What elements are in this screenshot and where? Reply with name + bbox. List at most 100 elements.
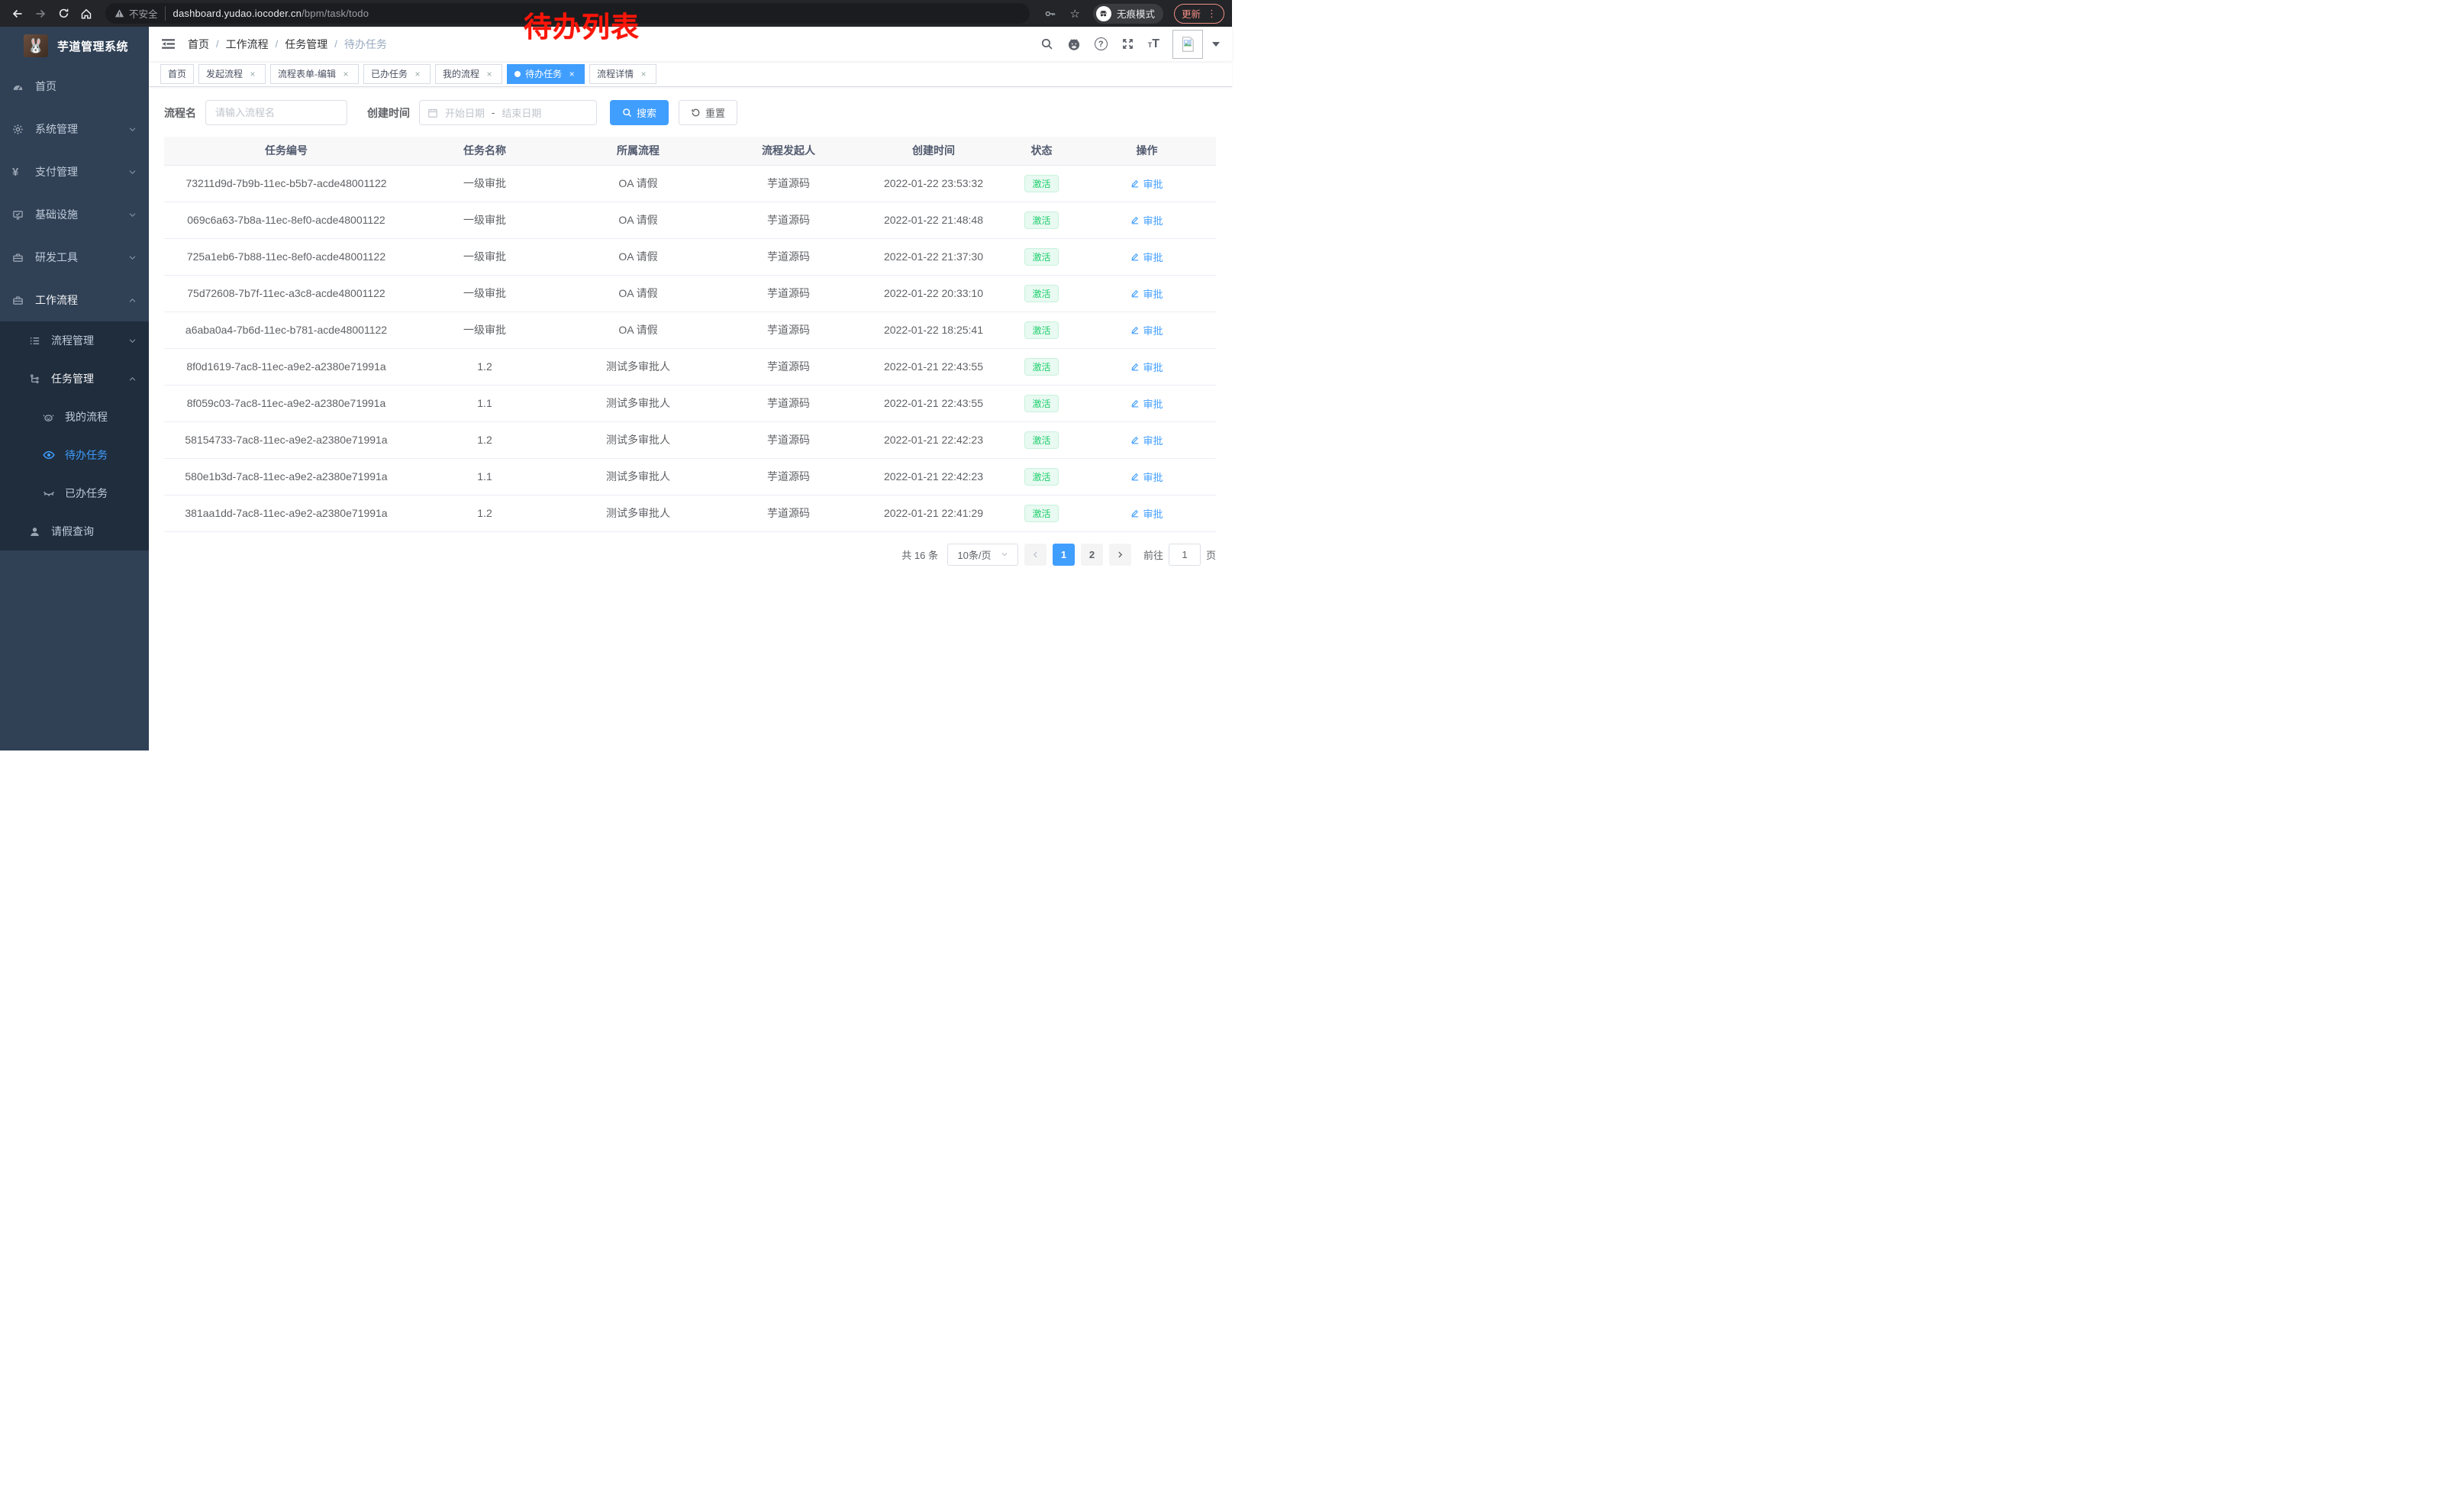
browser-address-bar[interactable]: 不安全 dashboard.yudao.iocoder.cn/bpm/task/… [105, 3, 1030, 24]
sidebar-item-workflow[interactable]: 工作流程 [0, 279, 149, 321]
tab-done-tasks[interactable]: 已办任务 [363, 63, 431, 84]
todo-task-page: 流程名 创建时间 开始日期 - 结束日期 搜索 重置 [149, 87, 1232, 750]
sidebar-item-todo-tasks[interactable]: 待办任务 [0, 436, 149, 474]
approve-button[interactable]: 审批 [1130, 433, 1163, 447]
edit-icon [1131, 399, 1139, 408]
edit-icon [1131, 253, 1139, 261]
sidebar-item-devtools[interactable]: 研发工具 [0, 236, 149, 279]
sidebar-item-payment[interactable]: ¥ 支付管理 [0, 150, 149, 193]
status-badge: 激活 [1024, 211, 1059, 229]
app-logo-row[interactable]: 🐰 芋道管理系统 [0, 27, 149, 65]
page-size-select[interactable]: 10条/页 [947, 543, 1018, 566]
avatar-dropdown-caret-icon[interactable] [1212, 41, 1220, 47]
breadcrumb-workflow[interactable]: 工作流程 [225, 37, 269, 50]
goto-label: 前往 [1143, 549, 1163, 561]
close-icon[interactable] [412, 69, 423, 79]
table-row: 73211d9d-7b9b-11ec-b5b7-acde48001122 一级审批… [164, 165, 1216, 202]
sidebar-item-system[interactable]: 系统管理 [0, 108, 149, 150]
tab-process-detail[interactable]: 流程详情 [589, 63, 657, 84]
tab-todo-tasks[interactable]: 待办任务 [507, 63, 585, 84]
page-button-1[interactable]: 1 [1052, 543, 1075, 566]
close-icon[interactable] [638, 69, 649, 79]
sidebar-item-leave-query[interactable]: 请假查询 [0, 512, 149, 550]
search-button[interactable]: 搜索 [610, 100, 669, 125]
page-button-2[interactable]: 2 [1080, 543, 1103, 566]
status-badge: 激活 [1024, 284, 1059, 302]
goto-page-input[interactable] [1168, 543, 1201, 566]
edit-icon [1131, 363, 1139, 371]
sidebar-item-process-management[interactable]: 流程管理 [0, 321, 149, 360]
sidebar-item-infrastructure[interactable]: 基础设施 [0, 193, 149, 236]
browser-forward-button[interactable] [31, 4, 50, 24]
sidebar-item-task-management[interactable]: 任务管理 [0, 360, 149, 398]
breadcrumb-home[interactable]: 首页 [188, 37, 209, 50]
date-range-picker[interactable]: 开始日期 - 结束日期 [419, 100, 597, 125]
table-row: 75d72608-7b7f-11ec-a3c8-acde48001122 一级审批… [164, 275, 1216, 312]
font-size-icon[interactable] [1148, 38, 1159, 50]
key-icon[interactable] [1044, 8, 1056, 20]
tab-process-form-edit[interactable]: 流程表单-编辑 [270, 63, 360, 84]
browser-home-button[interactable] [76, 4, 96, 24]
eye-icon [43, 449, 55, 461]
security-status[interactable]: 不安全 [114, 6, 166, 21]
bookmark-star-icon[interactable]: ☆ [1069, 7, 1080, 21]
incognito-icon [1095, 5, 1111, 21]
sidebar-item-home[interactable]: 首页 [0, 65, 149, 108]
col-task-name: 任务名称 [408, 137, 561, 166]
approve-button[interactable]: 审批 [1130, 506, 1163, 521]
table-header-row: 任务编号 任务名称 所属流程 流程发起人 创建时间 状态 操作 [164, 137, 1216, 166]
approve-button[interactable]: 审批 [1130, 176, 1163, 191]
browser-toolbar: 不安全 dashboard.yudao.iocoder.cn/bpm/task/… [0, 0, 1232, 27]
browser-update-button[interactable]: 更新 [1173, 3, 1224, 24]
approve-button[interactable]: 审批 [1130, 396, 1163, 411]
process-name-input[interactable] [205, 100, 347, 125]
search-icon[interactable] [1040, 37, 1053, 50]
status-badge: 激活 [1024, 321, 1059, 339]
next-page-button[interactable] [1108, 543, 1131, 566]
approve-button[interactable]: 审批 [1130, 360, 1163, 374]
browser-reload-button[interactable] [53, 4, 73, 24]
tab-home[interactable]: 首页 [160, 63, 195, 84]
approve-button[interactable]: 审批 [1130, 323, 1163, 337]
sidebar-toggle-icon[interactable] [161, 37, 176, 50]
process-name-label: 流程名 [164, 106, 196, 119]
breadcrumb-task-management[interactable]: 任务管理 [285, 37, 328, 50]
edit-icon [1131, 179, 1139, 188]
sidebar-item-done-tasks[interactable]: 已办任务 [0, 474, 149, 512]
approve-button[interactable]: 审批 [1130, 470, 1163, 484]
help-icon[interactable] [1094, 37, 1108, 50]
table-row: 8f0d1619-7ac8-11ec-a9e2-a2380e71991a 1.2 测… [164, 348, 1216, 386]
create-time-label: 创建时间 [367, 106, 410, 119]
robot-icon [43, 412, 55, 423]
calendar-icon [427, 108, 438, 118]
gear-icon [12, 124, 24, 135]
github-icon[interactable] [1067, 37, 1081, 51]
tab-start-process[interactable]: 发起流程 [198, 63, 266, 84]
status-badge: 激活 [1024, 247, 1059, 266]
fullscreen-icon[interactable] [1121, 37, 1134, 50]
sidebar-item-my-process[interactable]: 我的流程 [0, 398, 149, 436]
range-separator: - [492, 107, 495, 118]
tab-my-process[interactable]: 我的流程 [435, 63, 503, 84]
close-icon[interactable] [247, 69, 258, 79]
approve-button[interactable]: 审批 [1130, 213, 1163, 228]
tabs-bar: 首页 发起流程 流程表单-编辑 已办任务 我的流程 待办任务 流程详情 [149, 61, 1232, 87]
chevron-up-icon [128, 296, 137, 305]
close-icon[interactable] [566, 69, 577, 79]
browser-back-button[interactable] [8, 4, 27, 24]
browser-menu-icon[interactable] [1207, 8, 1217, 20]
approve-button[interactable]: 审批 [1130, 250, 1163, 264]
status-badge: 激活 [1024, 431, 1059, 449]
prev-page-button[interactable] [1024, 543, 1047, 566]
avatar[interactable] [1172, 29, 1203, 59]
reset-button[interactable]: 重置 [679, 100, 738, 125]
breadcrumb-separator: / [216, 38, 219, 50]
navbar: 首页 / 工作流程 / 任务管理 / 待办任务 [149, 27, 1232, 61]
close-icon[interactable] [340, 69, 351, 79]
edit-icon [1131, 289, 1139, 298]
chevron-down-icon [128, 253, 137, 262]
table-row: 725a1eb6-7b88-11ec-8ef0-acde48001122 一级审批… [164, 238, 1216, 276]
close-icon[interactable] [484, 69, 495, 79]
pagination-goto: 前往 页 [1143, 543, 1216, 566]
approve-button[interactable]: 审批 [1130, 286, 1163, 301]
